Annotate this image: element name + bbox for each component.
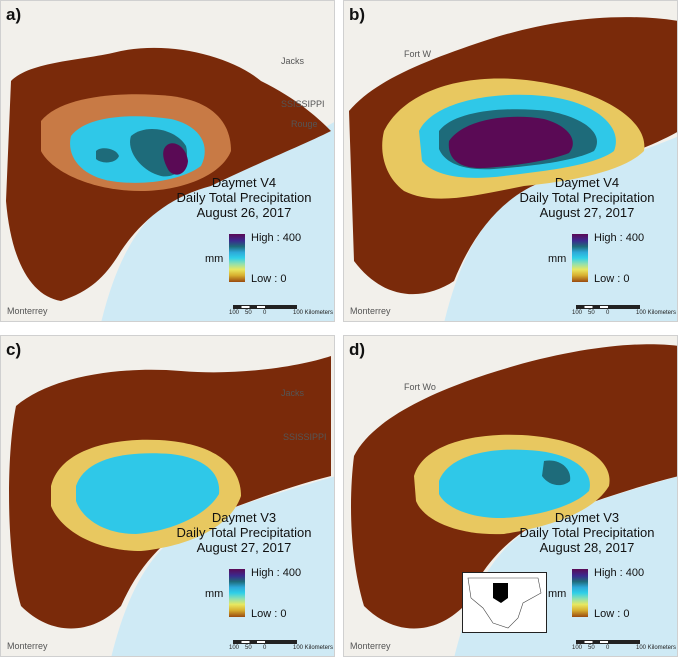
scale-tick: 50 [245, 645, 252, 651]
panel-label: b) [349, 5, 366, 24]
scale-tick: 0 [263, 310, 267, 316]
precip-map-a [1, 1, 334, 321]
color-ramp [572, 234, 588, 282]
product-name: Daymet V4 [554, 175, 620, 190]
precip-field-extreme [163, 143, 188, 175]
color-legend: High : 400 Low : 0 mm [205, 567, 333, 627]
map-panel-a: a) Jacks SSISSIPPI Rouge Monterrey Dayme… [0, 0, 335, 322]
map-title: Daymet V3 Daily Total Precipitation Augu… [149, 510, 334, 555]
scale-tick: 100 Kilometers [636, 645, 677, 651]
city-label: Jacks [281, 388, 305, 398]
scale-tick: 0 [606, 645, 610, 651]
scale-bar: 100 50 0 100 Kilometers [572, 640, 677, 656]
scale-tick: 50 [588, 645, 595, 651]
variable-name: Daily Total Precipitation [176, 525, 312, 540]
color-ramp [572, 569, 588, 617]
legend-high: High : 400 [594, 567, 645, 579]
variable-name: Daily Total Precipitation [176, 190, 312, 205]
gulf-of-mexico [444, 136, 677, 321]
locator-inset-map [462, 572, 547, 633]
city-label: Jacks [281, 56, 305, 66]
legend-unit: mm [205, 253, 224, 265]
product-name: Daymet V3 [554, 510, 620, 525]
scale-tick: 0 [606, 310, 610, 316]
city-label: SSISSIPPI [283, 432, 327, 442]
panel-label: a) [6, 5, 22, 24]
legend-unit: mm [548, 588, 567, 600]
map-panel-d: d) Fort Wo Monterrey Daymet V3 Daily Tot… [343, 335, 678, 657]
legend-high: High : 400 [251, 567, 302, 579]
legend-unit: mm [205, 588, 224, 600]
legend-low: Low : 0 [594, 273, 630, 285]
gulf-of-mexico [101, 122, 334, 321]
legend-high: High : 400 [594, 232, 645, 244]
product-name: Daymet V4 [211, 175, 277, 190]
map-title: Daymet V4 Daily Total Precipitation Augu… [492, 175, 677, 220]
color-ramp [229, 569, 245, 617]
color-legend: High : 400 Low : 0 mm [548, 232, 676, 292]
precip-map-b [344, 1, 677, 321]
scale-tick: 50 [245, 310, 252, 316]
legend-low: Low : 0 [251, 608, 287, 620]
variable-name: Daily Total Precipitation [519, 525, 655, 540]
legend-low: Low : 0 [251, 273, 287, 285]
precip-field-extreme [448, 116, 573, 169]
product-name: Daymet V3 [211, 510, 277, 525]
legend-unit: mm [548, 253, 567, 265]
city-label: Monterrey [7, 306, 48, 316]
city-label: Monterrey [350, 641, 391, 651]
date-label: August 26, 2017 [196, 205, 292, 220]
precip-map-c [1, 336, 334, 656]
north-america-locator [467, 577, 542, 629]
scale-tick: 0 [263, 645, 267, 651]
map-panel-b: b) Fort W Monterrey Daymet V4 Daily Tota… [343, 0, 678, 322]
map-title: Daymet V3 Daily Total Precipitation Augu… [492, 510, 677, 555]
scale-tick: 100 Kilometers [293, 645, 334, 651]
scale-tick: 100 Kilometers [636, 310, 677, 316]
date-label: August 27, 2017 [196, 540, 292, 555]
scale-bar: 100 50 0 100 Kilometers [572, 305, 677, 321]
panel-label: d) [349, 340, 366, 359]
color-ramp [229, 234, 245, 282]
legend-low: Low : 0 [594, 608, 630, 620]
color-legend: High : 400 Low : 0 mm [548, 567, 676, 627]
variable-name: Daily Total Precipitation [519, 190, 655, 205]
color-legend: High : 400 Low : 0 mm [205, 232, 333, 292]
city-label: Fort Wo [404, 382, 436, 392]
scale-tick: 50 [588, 310, 595, 316]
city-label: Rouge [291, 119, 318, 129]
city-label: Monterrey [7, 641, 48, 651]
gulf-of-mexico [111, 476, 334, 656]
scale-tick: 100 [572, 310, 583, 316]
map-panel-c: c) Jacks SSISSIPPI Monterrey Daymet V3 D… [0, 335, 335, 657]
panel-label: c) [6, 340, 22, 359]
precip-field-heavy [76, 453, 220, 534]
scale-tick: 100 Kilometers [293, 310, 334, 316]
city-label: Monterrey [350, 306, 391, 316]
scale-tick: 100 [229, 645, 240, 651]
date-label: August 28, 2017 [539, 540, 635, 555]
date-label: August 27, 2017 [539, 205, 635, 220]
legend-high: High : 400 [251, 232, 302, 244]
map-title: Daymet V4 Daily Total Precipitation Augu… [149, 175, 334, 220]
study-area-highlight [493, 583, 508, 603]
city-label: SSISSIPPI [281, 99, 325, 109]
scale-bar: 100 50 0 100 Kilometers [229, 305, 334, 321]
scale-tick: 100 [229, 310, 240, 316]
scale-bar: 100 50 0 100 Kilometers [229, 640, 334, 656]
scale-tick: 100 [572, 645, 583, 651]
city-label: Fort W [404, 49, 431, 59]
